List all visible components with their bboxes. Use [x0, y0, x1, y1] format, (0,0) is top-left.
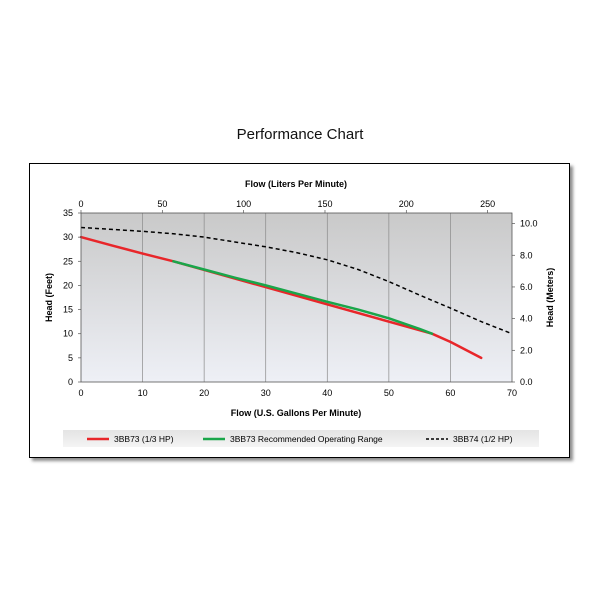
x-bottom-tick-label: 70 [507, 388, 517, 398]
y-right-tick-label: 2.0 [520, 345, 533, 355]
chart-frame: 0 10 20 30 40 50 60 70 0 50 100 150 200 250 0 5 10 15 20 25… [29, 163, 570, 458]
top-axis-title: Flow (Liters Per Minute) [245, 179, 347, 189]
y-right-tick-label: 4.0 [520, 314, 533, 324]
series-line-1 [172, 260, 434, 335]
x-bottom-tick-label: 30 [261, 388, 271, 398]
x-bottom-tick-label: 40 [322, 388, 332, 398]
left-axis-title: Head (Feet) [44, 273, 54, 322]
y-left-tick-label: 25 [63, 256, 73, 266]
plot-area [81, 213, 512, 382]
y-right-tick-label: 10.0 [520, 219, 538, 229]
x-top-tick-label: 50 [157, 199, 167, 209]
x-top-tick-label: 100 [236, 199, 251, 209]
x-top-tick-label: 250 [480, 199, 495, 209]
legend-label: 3BB73 Recommended Operating Range [230, 434, 383, 444]
x-top-tick-label: 200 [399, 199, 414, 209]
legend-box [63, 430, 539, 447]
y-left-tick-label: 5 [68, 353, 73, 363]
x-top-tick-label: 150 [317, 199, 332, 209]
x-top-tick-label: 0 [78, 199, 83, 209]
y-left-tick-label: 20 [63, 280, 73, 290]
x-bottom-tick-label: 50 [384, 388, 394, 398]
y-left-tick-label: 35 [63, 208, 73, 218]
y-left-tick-label: 10 [63, 329, 73, 339]
chart-title: Performance Chart [236, 126, 364, 143]
x-bottom-tick-label: 20 [199, 388, 209, 398]
y-right-tick-label: 0.0 [520, 377, 533, 387]
performance-chart: 0 10 20 30 40 50 60 70 0 50 100 150 200 250 0 5 10 15 20 25… [44, 179, 555, 447]
legend-label: 3BB73 (1/3 HP) [114, 434, 174, 444]
right-axis-title: Head (Meters) [545, 268, 555, 328]
y-left-tick-label: 0 [68, 377, 73, 387]
y-right-tick-label: 6.0 [520, 282, 533, 292]
bottom-axis-title: Flow (U.S. Gallons Per Minute) [231, 408, 362, 418]
legend-label: 3BB74 (1/2 HP) [453, 434, 513, 444]
x-bottom-tick-label: 60 [445, 388, 455, 398]
x-bottom-tick-label: 0 [78, 388, 83, 398]
series-line-2 [80, 226, 513, 335]
plot-border [80, 212, 513, 383]
x-bottom-tick-label: 10 [138, 388, 148, 398]
y-left-tick-label: 15 [63, 305, 73, 315]
y-right-tick-label: 8.0 [520, 250, 533, 260]
y-left-tick-label: 30 [63, 232, 73, 242]
